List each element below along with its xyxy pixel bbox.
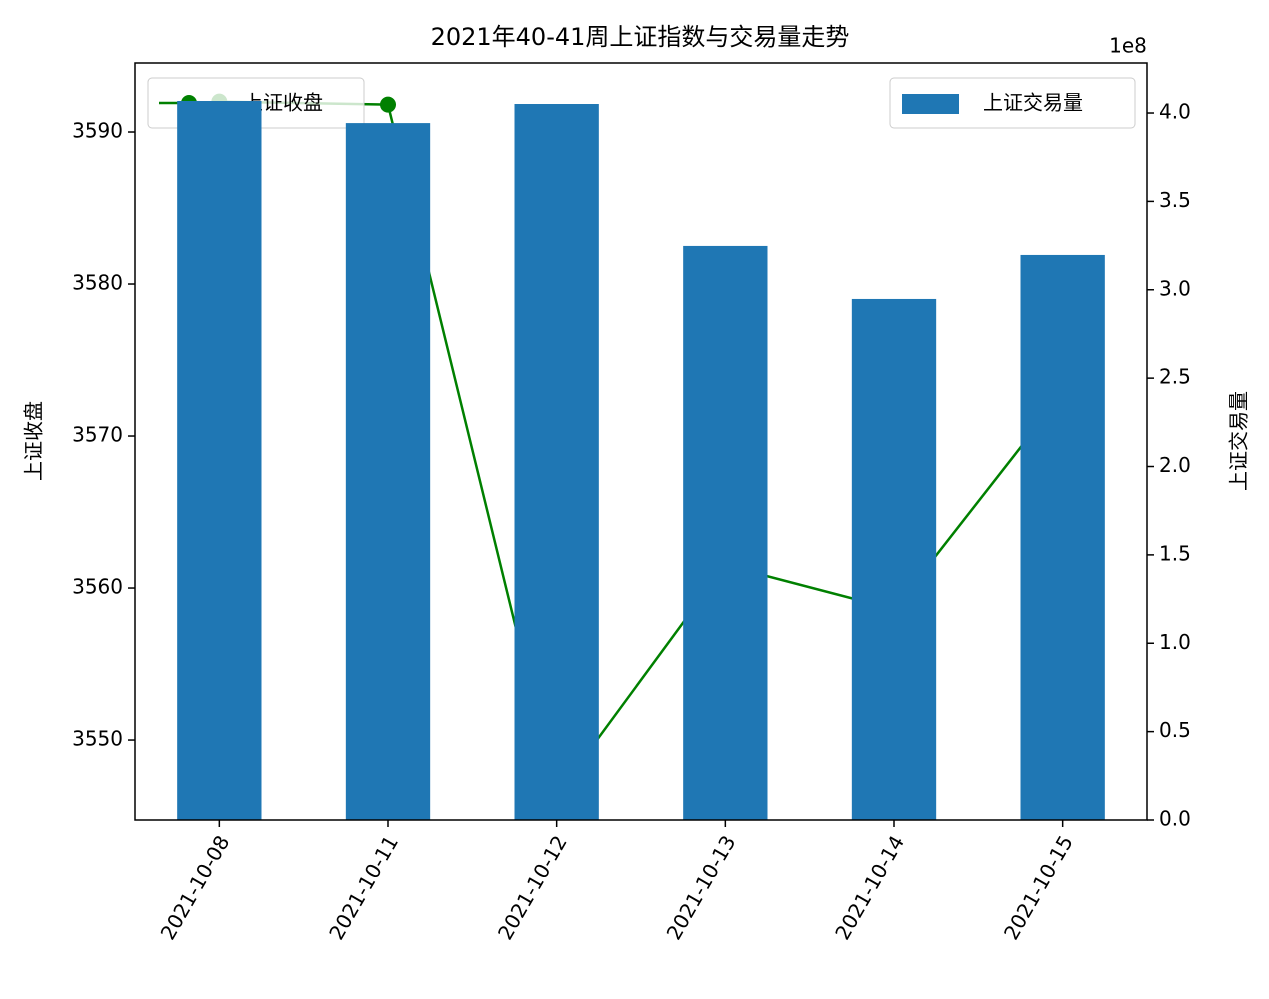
y2-tick-label: 1.0 [1159,630,1191,654]
y-tick-label: 3580 [72,271,123,295]
y2-tick-label: 0.0 [1159,807,1191,831]
legend-patch [902,94,959,114]
y-tick-label: 3560 [72,575,123,599]
y-tick-label: 3570 [72,423,123,447]
line-marker [380,96,396,113]
x-tick-label: 2021-10-15 [999,831,1078,944]
x-tick-label: 2021-10-13 [662,831,741,944]
bar [1020,254,1105,820]
plot-frame [134,62,1148,821]
y2-tick-label: 4.0 [1159,100,1191,124]
y2-tick-label: 2.0 [1159,453,1191,477]
bar [177,101,262,820]
y2-tick-label: 0.5 [1159,718,1191,742]
x-tick-label: 2021-10-14 [830,831,909,944]
y2-tick-label: 3.5 [1159,188,1191,212]
bar [514,104,599,821]
legend-label: 上证交易量 [983,91,1083,115]
legend-box [889,77,1136,129]
bar [683,245,768,821]
x-tick-label: 2021-10-12 [493,831,572,944]
y2-offset: 1e8 [1109,34,1147,58]
y2-tick-label: 2.5 [1159,365,1191,389]
bar [851,298,937,820]
bar [345,123,431,821]
y2-tick-label: 1.5 [1159,541,1191,565]
y2-axis-label: 上证交易量 [1227,391,1251,491]
y-axis-label: 上证收盘 [22,401,46,481]
x-tick-label: 2021-10-08 [156,831,235,944]
y-tick-label: 3590 [72,119,123,143]
y-tick-label: 3550 [72,727,123,751]
y2-tick-label: 3.0 [1159,276,1191,300]
x-tick-label: 2021-10-11 [324,831,403,944]
chart-title: 2021年40-41周上证指数与交易量走势 [431,23,850,51]
